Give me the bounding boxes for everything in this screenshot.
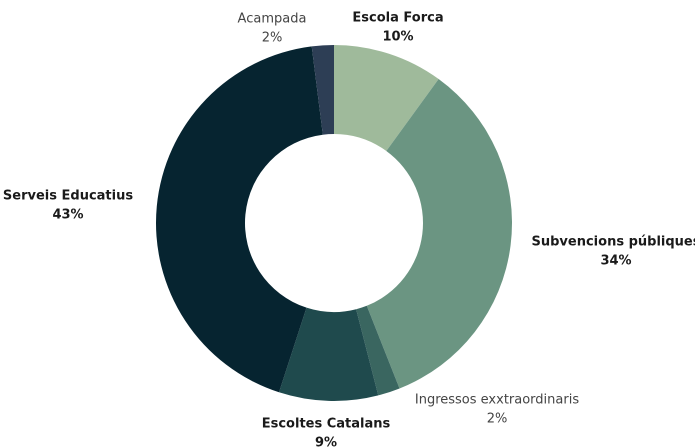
donut-slice <box>366 78 513 389</box>
slice-value-label: 10% <box>382 30 413 45</box>
slice-label: Subvencions públiques <box>532 235 695 250</box>
slice-value-label: 34% <box>600 254 631 269</box>
slice-value-label: 2% <box>487 412 508 427</box>
donut-slice <box>334 45 439 151</box>
donut-slice <box>155 46 323 393</box>
slice-value-label: 9% <box>315 436 337 448</box>
slice-label: Serveis Educatius <box>3 189 133 204</box>
slice-label: Ingressos exxtraordinaris <box>415 393 579 408</box>
slice-value-label: 43% <box>52 208 83 223</box>
donut-slice <box>278 307 379 401</box>
donut-slice <box>356 305 400 396</box>
slice-label: Acampada <box>238 12 307 27</box>
slice-value-label: 2% <box>262 31 283 46</box>
donut-slice <box>311 45 334 135</box>
slice-label: Escola Forca <box>352 11 443 26</box>
slice-label: Escoltes Catalans <box>262 417 391 432</box>
